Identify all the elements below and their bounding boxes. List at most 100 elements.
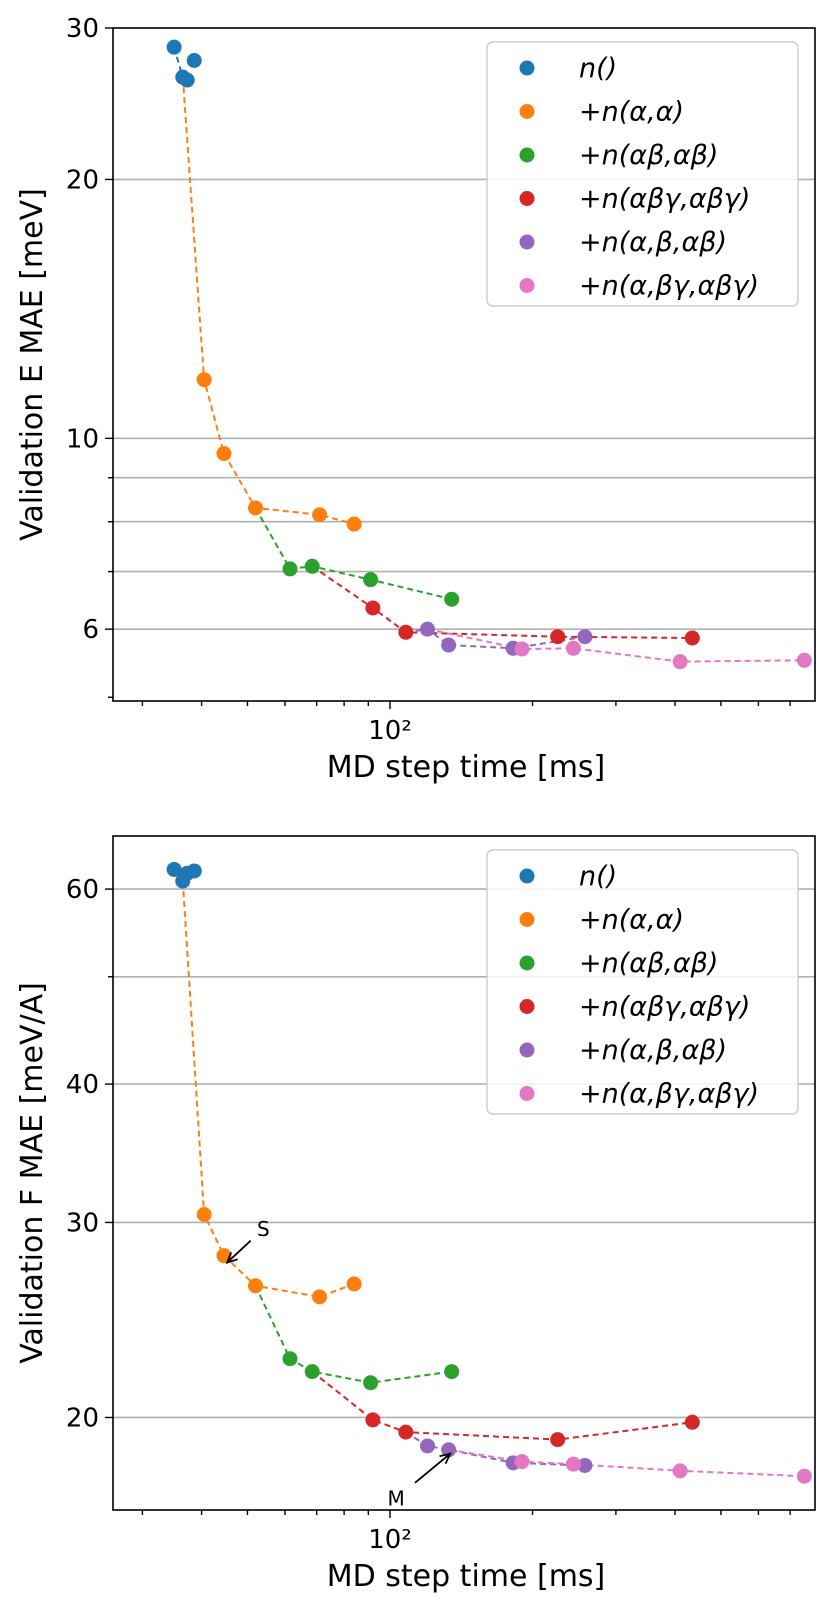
annotation-label: M bbox=[387, 1486, 404, 1510]
data-point bbox=[577, 629, 593, 645]
legend-entry: +n(α,β,αβ) bbox=[579, 1035, 727, 1066]
legend-marker bbox=[519, 868, 535, 884]
annotation-label: S bbox=[257, 1217, 270, 1241]
data-point bbox=[363, 572, 379, 588]
data-point bbox=[419, 621, 435, 637]
legend-entry: n() bbox=[579, 53, 617, 84]
legend-marker bbox=[519, 191, 535, 206]
series-dashed-line bbox=[448, 1448, 805, 1478]
data-point bbox=[216, 446, 232, 462]
y-axis-label: Validation E MAE [meV] bbox=[15, 188, 50, 541]
legend-marker bbox=[519, 955, 535, 971]
data-point bbox=[441, 1442, 457, 1458]
data-point bbox=[550, 629, 566, 645]
legend-entry: +n(αβγ,αβγ) bbox=[579, 992, 750, 1023]
data-point bbox=[346, 516, 362, 532]
data-point bbox=[196, 1207, 212, 1223]
data-point bbox=[444, 591, 460, 607]
data-point bbox=[166, 861, 182, 877]
legend-entry: n() bbox=[579, 861, 617, 892]
data-point bbox=[186, 52, 202, 68]
data-point bbox=[363, 1375, 379, 1391]
data-point bbox=[419, 1438, 435, 1454]
data-point bbox=[444, 1364, 460, 1380]
y-axis-label: Validation F MAE [meV/A] bbox=[15, 982, 50, 1364]
series-dashed-line bbox=[427, 628, 805, 663]
legend-frame bbox=[486, 41, 799, 307]
data-point bbox=[365, 600, 381, 616]
data-point bbox=[441, 637, 457, 653]
data-point bbox=[550, 1432, 566, 1448]
legend-marker bbox=[519, 1086, 535, 1101]
data-point bbox=[248, 500, 264, 516]
legend-marker bbox=[519, 1042, 535, 1058]
y-tick-label: 30 bbox=[66, 14, 99, 44]
y-tick-label: 40 bbox=[66, 1070, 99, 1100]
legend-marker bbox=[519, 278, 535, 293]
data-point bbox=[346, 1276, 362, 1292]
data-point bbox=[684, 630, 700, 646]
data-point bbox=[179, 72, 195, 88]
legend: n() +n(α,α) +n(αβ,αβ) +n(αβγ,αβγ) +n(α,β,αβ)… bbox=[486, 41, 799, 307]
data-point bbox=[304, 558, 320, 574]
data-point bbox=[514, 641, 530, 657]
data-point bbox=[398, 1424, 414, 1440]
data-point bbox=[565, 640, 581, 656]
plot-frame bbox=[112, 27, 816, 702]
data-point bbox=[196, 372, 212, 388]
data-point bbox=[796, 652, 812, 668]
legend-entry: +n(α,βγ,αβγ) bbox=[579, 1079, 759, 1110]
y-tick-label: 30 bbox=[66, 1208, 99, 1238]
data-point bbox=[796, 1468, 812, 1484]
legend-marker bbox=[519, 147, 535, 163]
data-point bbox=[684, 1414, 700, 1430]
legend-entry: +n(α,α) bbox=[579, 905, 684, 936]
data-point bbox=[312, 1289, 328, 1305]
data-point bbox=[304, 1364, 320, 1380]
force-mae-panel: S M 20 30 40 60 10² MD step time [ms] Validation… bbox=[15, 835, 816, 1594]
data-point bbox=[248, 1278, 264, 1294]
legend: n() +n(α,α) +n(αβ,αβ) +n(αβγ,αβγ) +n(α,β,αβ)… bbox=[486, 849, 799, 1115]
data-point bbox=[282, 561, 298, 577]
data-point bbox=[166, 39, 182, 55]
data-point bbox=[514, 1454, 530, 1470]
legend-marker bbox=[519, 234, 535, 250]
annotation-arrow bbox=[414, 1452, 451, 1484]
y-tick-label: 10 bbox=[66, 424, 99, 454]
annotation-arrowhead bbox=[439, 1452, 452, 1465]
legend-marker bbox=[519, 60, 535, 76]
legend-frame bbox=[486, 849, 799, 1115]
data-point bbox=[186, 863, 202, 879]
x-tick-label: 10² bbox=[368, 716, 412, 746]
legend-entry: +n(αβ,αβ) bbox=[579, 140, 718, 171]
legend-entry: +n(α,β,αβ) bbox=[579, 227, 727, 258]
y-tick-label: 20 bbox=[66, 1403, 99, 1433]
data-point bbox=[672, 1463, 688, 1479]
series-dashed-line bbox=[254, 1285, 452, 1384]
data-point bbox=[577, 1457, 593, 1473]
data-point bbox=[565, 1456, 581, 1472]
annotation-arrowhead bbox=[225, 1251, 238, 1264]
data-point bbox=[365, 1412, 381, 1428]
plot-frame bbox=[112, 835, 816, 1511]
x-tick-label: 10² bbox=[368, 1525, 412, 1555]
data-point bbox=[312, 507, 328, 523]
legend-marker bbox=[519, 912, 535, 927]
legend-entry: +n(α,βγ,αβγ) bbox=[579, 271, 759, 302]
energy-mae-panel: 6 10 20 30 10² MD step time [ms] Validation E … bbox=[15, 14, 816, 785]
legend-entry: +n(αβ,αβ) bbox=[579, 948, 718, 979]
y-tick-label: 60 bbox=[66, 875, 99, 905]
annotation-arrow bbox=[226, 1240, 252, 1264]
data-point bbox=[672, 654, 688, 670]
y-tick-label: 6 bbox=[82, 615, 99, 645]
data-point bbox=[282, 1351, 298, 1367]
x-axis-label: MD step time [ms] bbox=[327, 750, 606, 785]
series-dashed-line bbox=[181, 77, 355, 525]
legend-entry: +n(αβγ,αβγ) bbox=[579, 184, 750, 215]
x-axis-label: MD step time [ms] bbox=[327, 1559, 606, 1594]
y-tick-label: 20 bbox=[66, 165, 99, 195]
legend-entry: +n(α,α) bbox=[579, 97, 684, 128]
data-point bbox=[398, 624, 414, 640]
legend-marker bbox=[519, 104, 535, 119]
